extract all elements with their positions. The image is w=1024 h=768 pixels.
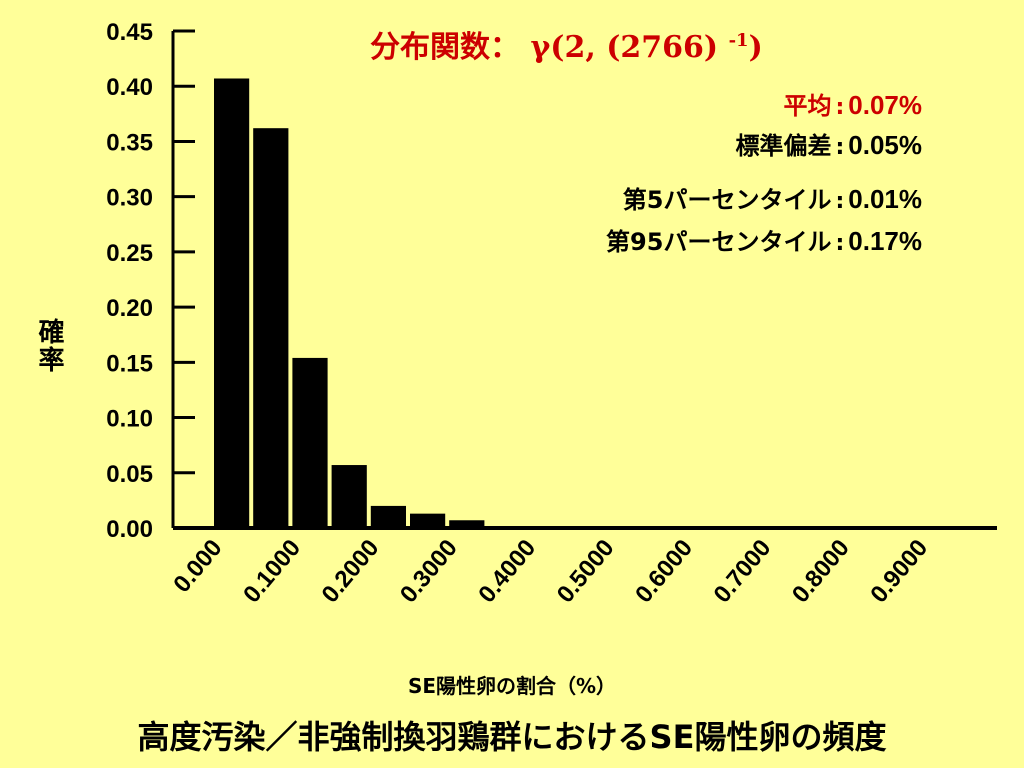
- y-tick-label: 0.10: [106, 406, 153, 433]
- bar: [331, 465, 367, 528]
- x-tick-label: 0.1000: [238, 535, 306, 609]
- stat-p95-value: 0.17%: [848, 226, 922, 256]
- stat-mean: 平均:0.07%: [783, 90, 922, 120]
- y-tick-label: 0.00: [106, 516, 153, 543]
- x-tick-label: 0.3000: [395, 535, 463, 609]
- chart-title: 分布関数： γ(2, (2766) -1): [370, 22, 763, 66]
- stat-sd: 標準偏差:0.05%: [735, 130, 922, 160]
- x-axis-label: SE陽性卵の割合（%）: [407, 674, 617, 698]
- formula-close: ): [748, 30, 763, 65]
- x-axis-ticks: 0.000 0.1000 0.2000 0.3000 0.4000 0.5000 0.600…: [168, 535, 933, 609]
- x-tick-label: 0.2000: [317, 535, 385, 609]
- chart-title-text: 分布関数：: [370, 30, 520, 65]
- stat-mean-value: 0.07%: [848, 90, 922, 120]
- y-tick-label: 0.45: [106, 19, 153, 46]
- bar: [292, 357, 328, 528]
- x-tick-label: 0.7000: [709, 535, 777, 609]
- x-tick-label: 0.9000: [865, 535, 933, 609]
- stat-p5-value: 0.01%: [848, 184, 922, 214]
- x-tick-label: 0.8000: [787, 535, 855, 609]
- y-tick-label: 0.35: [106, 129, 153, 156]
- stat-p95: 第95パーセンタイル:0.17%: [606, 226, 922, 256]
- y-tick-label: 0.15: [106, 350, 153, 377]
- stat-mean-label: 平均: [783, 92, 832, 120]
- bar: [449, 520, 485, 528]
- stat-p5: 第5パーセンタイル:0.01%: [622, 184, 922, 214]
- y-tick-label: 0.30: [106, 185, 153, 212]
- y-tick-label: 0.25: [106, 240, 153, 267]
- stat-p5-label: 第5パーセンタイル: [622, 186, 832, 214]
- slide-footer-title: 高度汚染／非強制換羽鶏群におけるSE陽性卵の頻度: [137, 718, 887, 756]
- bar: [410, 513, 446, 528]
- x-tick-label: 0.5000: [552, 535, 620, 609]
- formula-base: γ(2, (2766): [530, 30, 719, 65]
- chart: 0.00 0.05 0.10 0.15 0.20 0.25 0.30 0.35 0.40 0.45…: [106, 19, 997, 609]
- y-axis-label: 確率: [34, 318, 64, 374]
- bar: [214, 78, 250, 528]
- y-axis-ticks: 0.00 0.05 0.10 0.15 0.20 0.25 0.30 0.35 0.40 0.45: [106, 19, 195, 543]
- formula-exponent: -1: [728, 30, 749, 51]
- bars-group: [214, 78, 485, 529]
- y-tick-label: 0.05: [106, 461, 153, 488]
- x-tick-label: 0.6000: [630, 535, 698, 609]
- x-tick-label: 0.4000: [473, 535, 541, 609]
- bar: [370, 505, 406, 528]
- y-tick-label: 0.40: [106, 74, 153, 101]
- y-tick-label: 0.20: [106, 295, 153, 322]
- x-tick-label: 0.000: [168, 535, 227, 598]
- bar: [253, 128, 289, 529]
- stat-p95-label: 第95パーセンタイル: [606, 228, 832, 256]
- stat-sd-label: 標準偏差: [735, 132, 832, 160]
- stat-sd-value: 0.05%: [848, 130, 922, 160]
